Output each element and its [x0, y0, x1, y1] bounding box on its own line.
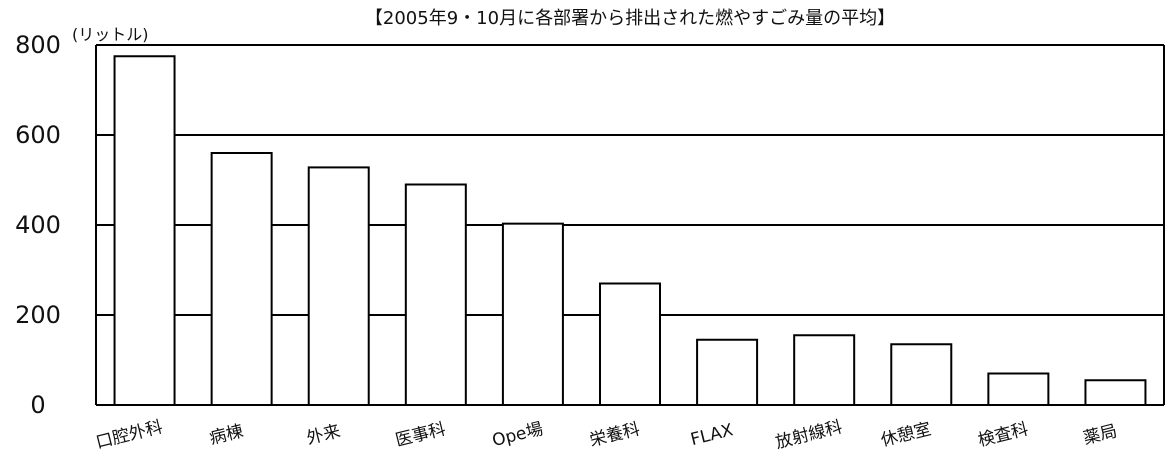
bar-9: [987, 372, 1050, 406]
category-label-4: Ope場: [490, 419, 545, 451]
category-label-3: 医事科: [393, 419, 447, 451]
category-labels: 口腔外科 病棟 外来 医事科 Ope場 栄養科 FLAX 放射線科 休憩室 検査科 薬局: [94, 417, 1119, 453]
category-label-2: 外来: [305, 421, 343, 449]
bar-8: [890, 343, 953, 406]
bar-2: [307, 166, 370, 406]
bar-6: [696, 338, 759, 406]
bar-10: [1084, 379, 1147, 406]
y-tick-labels: 0 200 400 600 800: [15, 31, 61, 419]
y-tick-label-200: 200: [15, 301, 61, 329]
category-label-1: 病棟: [208, 421, 246, 449]
category-label-7: 放射線科: [774, 417, 845, 453]
category-label-6: FLAX: [689, 420, 736, 450]
bar-5: [599, 282, 661, 406]
category-label-5: 栄養科: [588, 419, 642, 451]
y-tick-label-800: 800: [15, 31, 61, 59]
y-axis-unit-label: (リットル): [72, 25, 149, 44]
bar-3: [404, 183, 467, 406]
bars: [113, 55, 1147, 406]
chart-title: 【2005年9・10月に各部署から排出された燃やすごみ量の平均】: [365, 8, 895, 29]
bar-4: [501, 222, 564, 406]
category-label-10: 薬局: [1081, 421, 1119, 449]
category-label-0: 口腔外科: [94, 417, 165, 453]
bar-7: [793, 334, 856, 406]
y-tick-label-600: 600: [15, 121, 61, 149]
category-label-8: 休憩室: [879, 419, 933, 451]
bar-0: [113, 55, 176, 406]
y-tick-label-400: 400: [15, 211, 61, 239]
bar-1: [210, 152, 273, 406]
category-label-9: 検査科: [976, 419, 1030, 451]
y-tick-label-0: 0: [30, 391, 45, 419]
axes: [95, 45, 1165, 406]
